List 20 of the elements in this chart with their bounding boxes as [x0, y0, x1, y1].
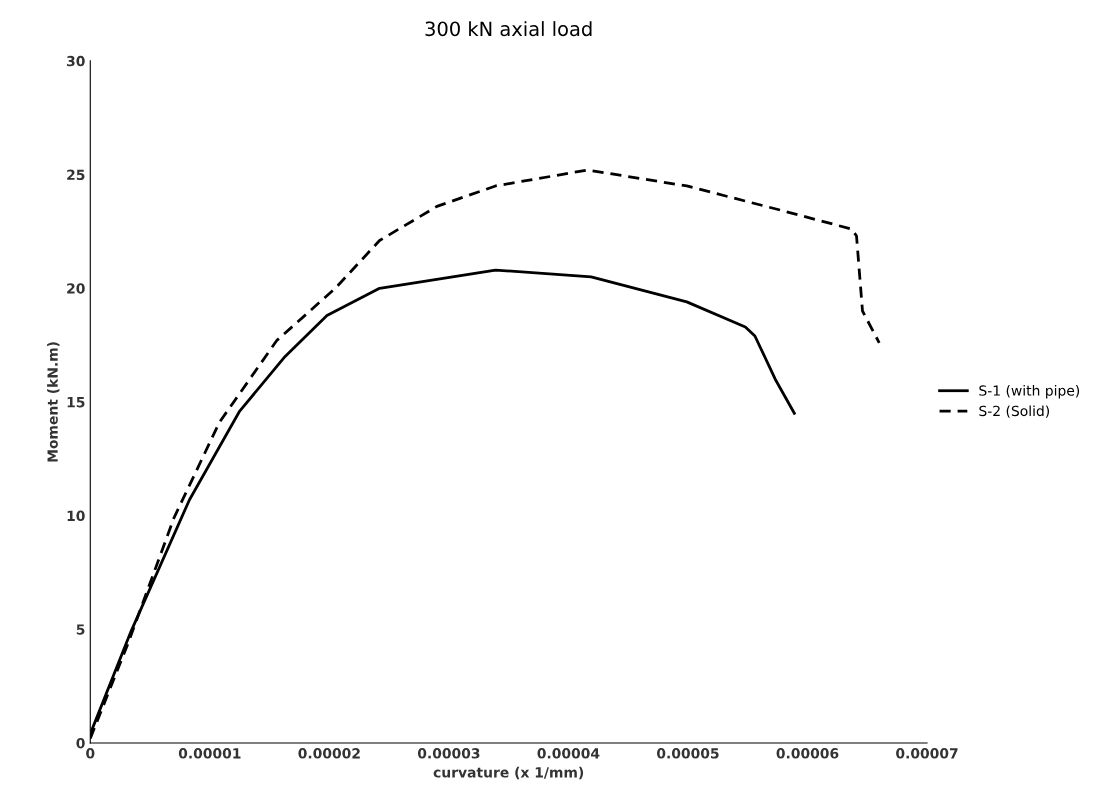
y-tick-label: 10 [67, 510, 85, 522]
x-tick-label: 0.00003 [417, 748, 480, 759]
x-tick-label: 0.00004 [537, 748, 600, 759]
legend-label: S-2 (Solid) [979, 405, 1049, 418]
y-tick-label: 30 [67, 55, 85, 67]
x-tick-label: 0.00001 [178, 748, 241, 759]
legend-label: S-1 (with pipe) [979, 385, 1080, 399]
y-tick-label: 0 [76, 737, 85, 749]
x-axis-title: curvature (x 1/mm) [433, 766, 584, 780]
y-axis-title: Moment (kN.m) [47, 342, 60, 462]
x-tick-label: 0.00005 [657, 748, 719, 759]
x-tick-label: 0.00006 [776, 748, 839, 759]
chart-title: 300 kN axial load [425, 21, 592, 37]
y-tick-label: 15 [67, 397, 85, 408]
y-tick-label: 5 [76, 624, 85, 635]
y-tick-label: 25 [67, 169, 85, 181]
x-tick-label: 0.00002 [298, 748, 360, 759]
x-tick-label: 0 [86, 748, 95, 759]
y-tick-label: 20 [67, 283, 85, 294]
x-tick-label: 0.00007 [896, 748, 958, 759]
